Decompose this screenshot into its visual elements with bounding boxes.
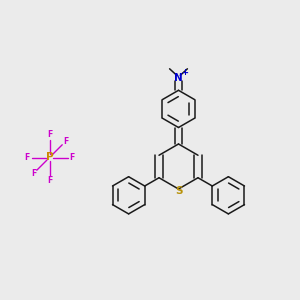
Text: S: S bbox=[175, 186, 182, 196]
Text: F: F bbox=[47, 176, 52, 185]
Text: P: P bbox=[46, 152, 53, 163]
Text: F: F bbox=[47, 130, 52, 139]
Text: F: F bbox=[24, 153, 29, 162]
Text: N: N bbox=[174, 73, 183, 83]
Text: +: + bbox=[182, 68, 189, 77]
Text: F: F bbox=[70, 153, 75, 162]
Text: F: F bbox=[31, 169, 36, 178]
Text: F: F bbox=[63, 137, 68, 146]
